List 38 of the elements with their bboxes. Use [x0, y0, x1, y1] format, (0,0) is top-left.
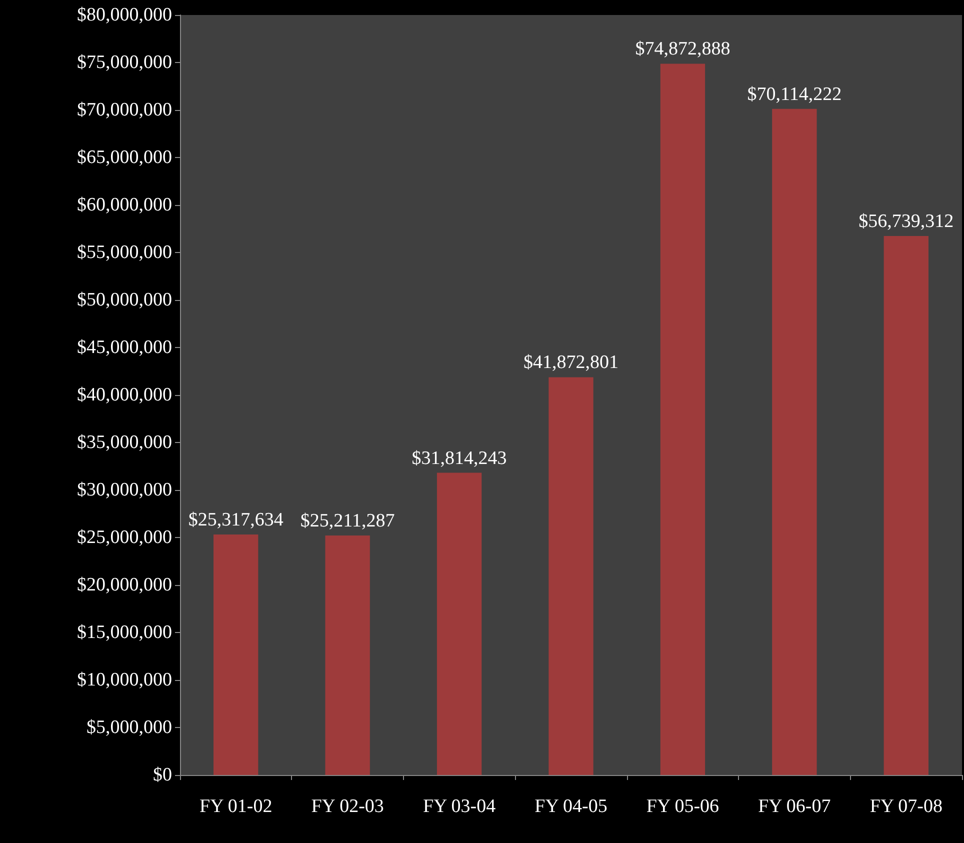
x-tick-label: FY 01-02	[200, 796, 272, 817]
bar	[214, 534, 258, 775]
y-tick-label: $30,000,000	[77, 480, 172, 500]
y-tick-label: $55,000,000	[77, 242, 172, 263]
data-label: $41,872,801	[524, 352, 618, 374]
y-tick-label: $60,000,000	[77, 194, 172, 216]
data-label: $31,814,243	[412, 448, 507, 469]
y-tick-label: $0	[153, 764, 172, 786]
x-tick-label: FY 04-05	[534, 796, 608, 817]
y-tick-label: $20,000,000	[77, 574, 172, 596]
y-tick-label: $45,000,000	[77, 337, 172, 358]
y-tick-label: $15,000,000	[77, 622, 172, 643]
bar	[772, 108, 817, 775]
bar	[325, 535, 370, 775]
data-label: $25,317,634	[188, 509, 284, 530]
y-tick-label: $50,000,000	[77, 290, 172, 310]
y-tick-label: $80,000,000	[77, 4, 172, 26]
x-tick-label: FY 07-08	[870, 796, 942, 817]
x-tick-label: FY 05-06	[646, 796, 720, 817]
bar	[660, 64, 706, 775]
data-label: $70,114,222	[747, 84, 842, 105]
bar	[548, 377, 594, 775]
y-tick-label: $10,000,000	[77, 670, 172, 690]
y-tick-label: $40,000,000	[77, 384, 172, 406]
data-label: $56,739,312	[858, 210, 954, 232]
data-label: $74,872,888	[635, 38, 730, 60]
bar	[436, 472, 482, 775]
bar	[884, 236, 928, 775]
y-tick-label: $65,000,000	[77, 147, 172, 168]
y-tick-label: $5,000,000	[86, 717, 172, 738]
y-tick-label: $70,000,000	[77, 100, 172, 120]
y-tick-label: $35,000,000	[77, 432, 172, 453]
x-tick-label: FY 02-03	[311, 796, 384, 817]
data-label: $25,211,287	[300, 510, 395, 532]
x-tick-label: FY 03-04	[422, 796, 496, 817]
y-tick-label: $75,000,000	[77, 52, 172, 73]
x-tick-label: FY 06-07	[758, 796, 831, 817]
y-tick-label: $25,000,000	[77, 527, 172, 548]
